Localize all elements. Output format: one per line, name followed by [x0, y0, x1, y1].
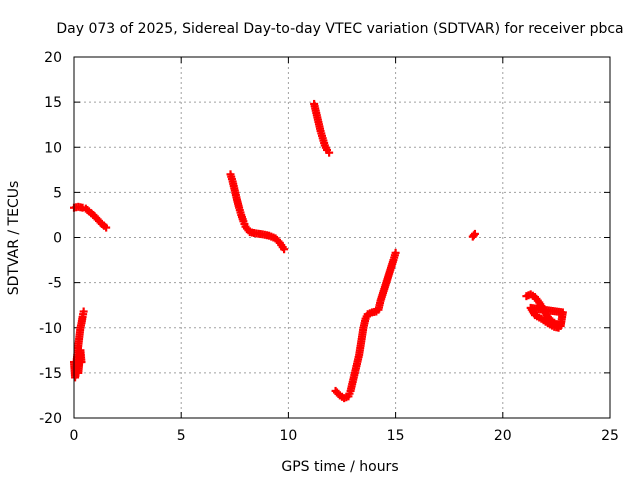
x-tick-label: 0: [70, 428, 79, 444]
y-tick-label: 5: [53, 185, 62, 201]
x-tick-label: 25: [601, 428, 619, 444]
data-point: [325, 148, 334, 157]
y-tick-label: 0: [53, 231, 62, 247]
data-point: [556, 318, 565, 327]
x-tick-label: 5: [177, 428, 186, 444]
data-point: [102, 223, 111, 232]
y-tick-label: -15: [39, 366, 62, 382]
data-point: [280, 245, 289, 254]
x-tick-label: 10: [279, 428, 297, 444]
tick-labels: 0 5 10 15 20 25 -20 -15 -10 -5 0 5 10 15 20: [39, 50, 619, 444]
plot-frame: [73, 56, 611, 419]
y-tick-label: 10: [44, 140, 62, 156]
data-point: [469, 231, 478, 240]
y-tick-label: -10: [39, 321, 62, 337]
y-tick-label: 15: [44, 95, 62, 111]
data-point: [74, 368, 83, 377]
y-tick-label: 20: [44, 50, 62, 66]
y-tick-label: -20: [39, 411, 62, 427]
x-tick-label: 15: [387, 428, 405, 444]
data-points: [70, 99, 567, 403]
x-tick-label: 20: [494, 428, 512, 444]
y-tick-label: -5: [48, 276, 62, 292]
x-axis-label: GPS time / hours: [281, 459, 398, 475]
chart-title: Day 073 of 2025, Sidereal Day-to-day VTE…: [56, 21, 623, 37]
data-point: [391, 248, 400, 257]
grid-lines: [74, 57, 610, 418]
data-point: [79, 307, 88, 316]
y-axis-label: SDTVAR / TECUs: [6, 181, 22, 296]
